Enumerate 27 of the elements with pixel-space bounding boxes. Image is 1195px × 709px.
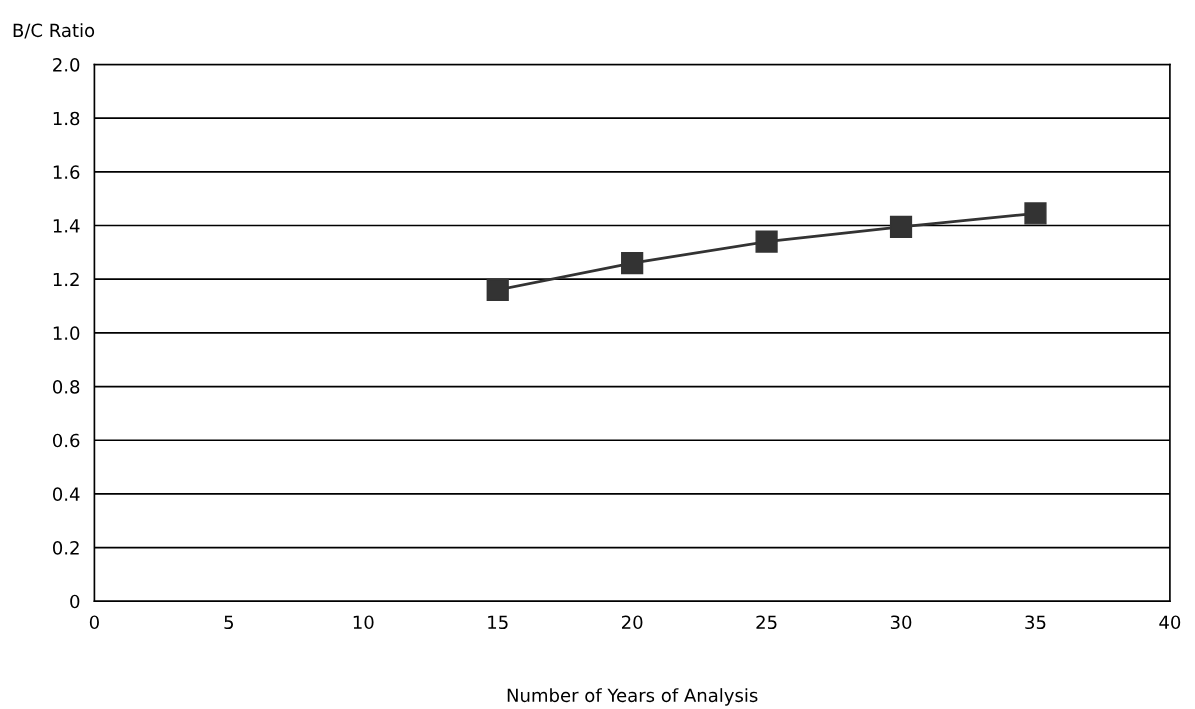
x-tick-label: 5 [224,615,234,630]
y-tick-label: 1.8 [53,111,80,126]
y-tick-label: 2.0 [53,57,80,72]
y-tick-label: 1.2 [53,272,79,287]
y-tick-label: 0.6 [52,433,80,448]
x-tick-label: 35 [1025,615,1046,630]
y-tick-label: 0.2 [52,541,79,555]
x-tick-label: 10 [353,615,374,630]
x-tick-label: 30 [890,615,912,630]
y-tick-label: 0 [70,594,80,609]
x-tick-label: 15 [488,615,508,630]
point [755,230,778,253]
point [621,251,644,275]
y-tick-label: 1.0 [53,326,80,340]
x-tick-label: 40 [1159,615,1181,630]
point [1024,202,1047,225]
point [486,278,509,302]
x-tick-label: 0 [89,615,99,630]
x-axis-title: Number of Years of Analysis [507,688,758,706]
point [889,215,913,238]
y-axis-title: B/C Ratio [13,23,95,39]
x-tick-label: 20 [621,615,643,630]
x-tick-label: 25 [756,615,777,630]
y-tick-label: 0.8 [52,380,80,394]
y-tick-label: 1.4 [53,219,80,233]
y-tick-label: 0.4 [52,487,80,502]
y-tick-label: 1.6 [53,165,80,179]
